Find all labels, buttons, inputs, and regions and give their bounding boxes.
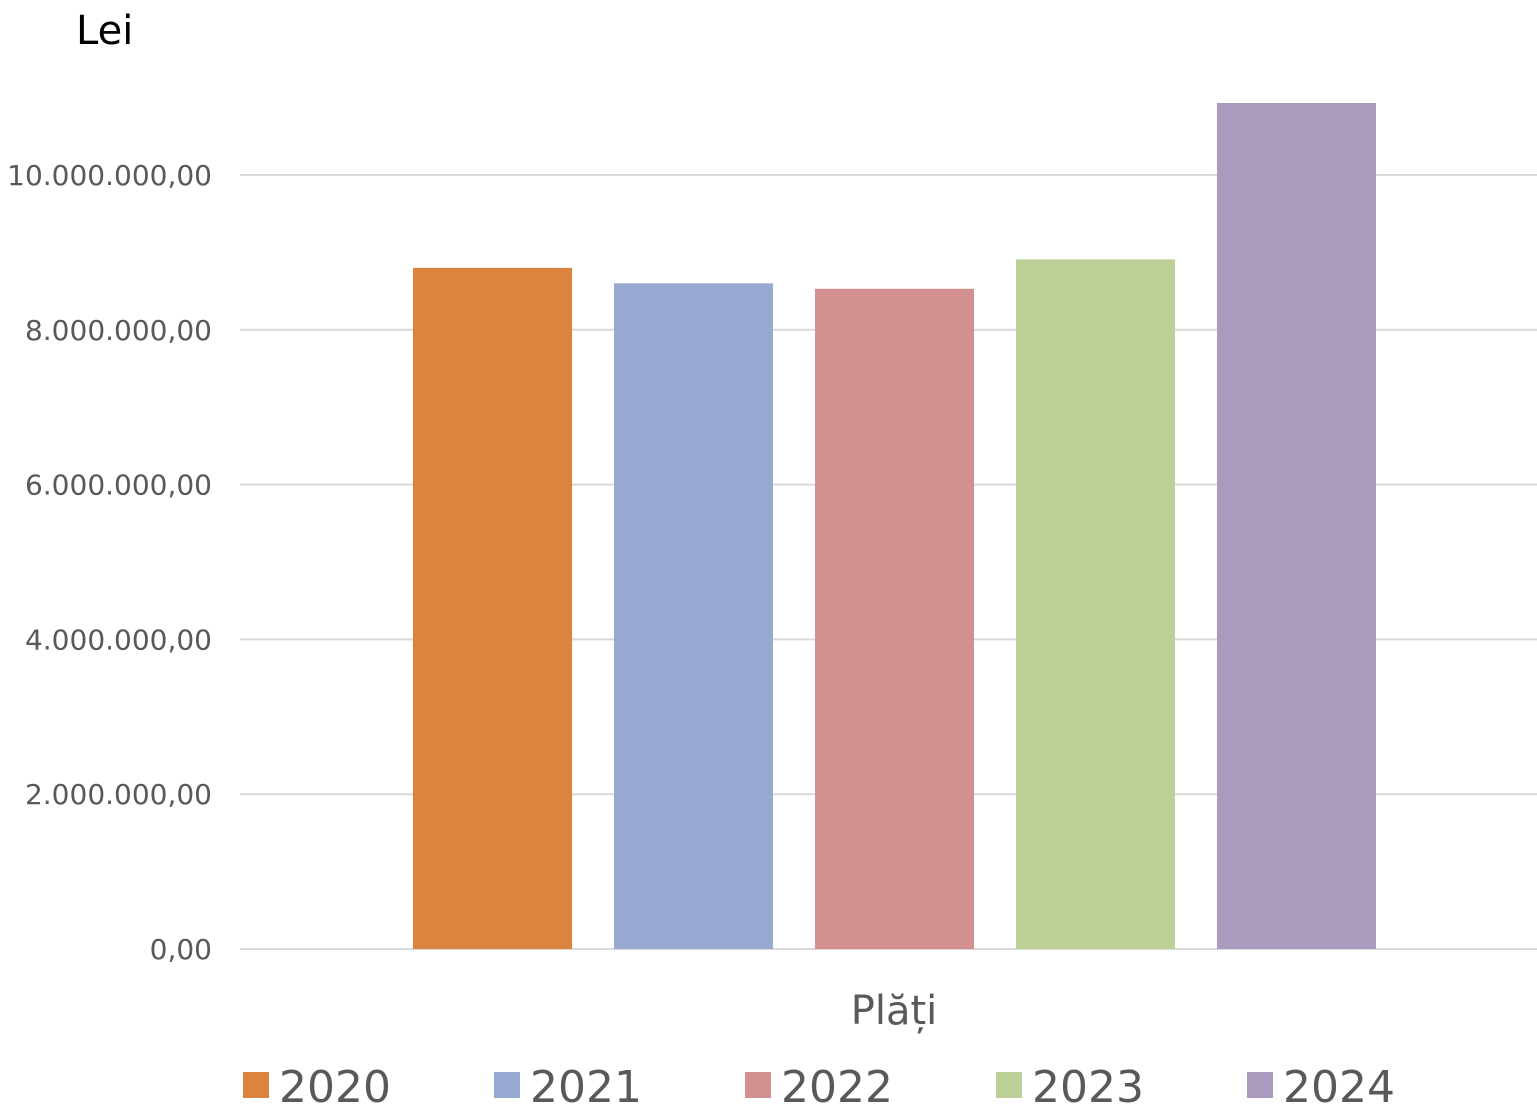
legend-swatch: [996, 1072, 1022, 1098]
bars: [413, 103, 1376, 950]
bar-2022: [815, 288, 974, 949]
legend-swatch: [745, 1072, 771, 1098]
y-tick-label: 6.000.000,00: [25, 469, 212, 502]
legend-label: 2024: [1283, 1062, 1395, 1105]
legend-label: 2022: [781, 1062, 893, 1105]
legend-swatch: [1247, 1072, 1273, 1098]
bar-2024: [1217, 103, 1376, 949]
y-tick-label: 0,00: [150, 933, 212, 966]
y-tick-label: 8.000.000,00: [25, 314, 212, 347]
y-tick-label: 2.000.000,00: [25, 778, 212, 811]
bar-2021: [614, 283, 773, 949]
legend-label: 2021: [530, 1062, 642, 1105]
legend-swatch: [243, 1072, 269, 1098]
legend-label: 2023: [1032, 1062, 1144, 1105]
legend-item-2022: 2022: [745, 1062, 893, 1105]
legend-item-2021: 2021: [494, 1062, 642, 1105]
legend-label: 2020: [279, 1062, 391, 1105]
y-tick-label: 4.000.000,00: [25, 623, 212, 656]
legend-item-2024: 2024: [1247, 1062, 1395, 1105]
legend: 2020 2021 2022 2023 2024: [243, 1062, 1395, 1105]
y-tick-label: 10.000.000,00: [7, 159, 212, 192]
y-axis-ticks: 0,00 2.000.000,00 4.000.000,00 6.000.000,00…: [7, 159, 212, 966]
bar-2023: [1016, 259, 1175, 950]
bar-2020: [413, 267, 572, 949]
legend-item-2020: 2020: [243, 1062, 391, 1105]
legend-item-2023: 2023: [996, 1062, 1144, 1105]
y-axis-unit-label: Lei: [76, 8, 134, 54]
legend-swatch: [494, 1072, 520, 1098]
x-axis-category-label: Plăți: [851, 988, 938, 1034]
